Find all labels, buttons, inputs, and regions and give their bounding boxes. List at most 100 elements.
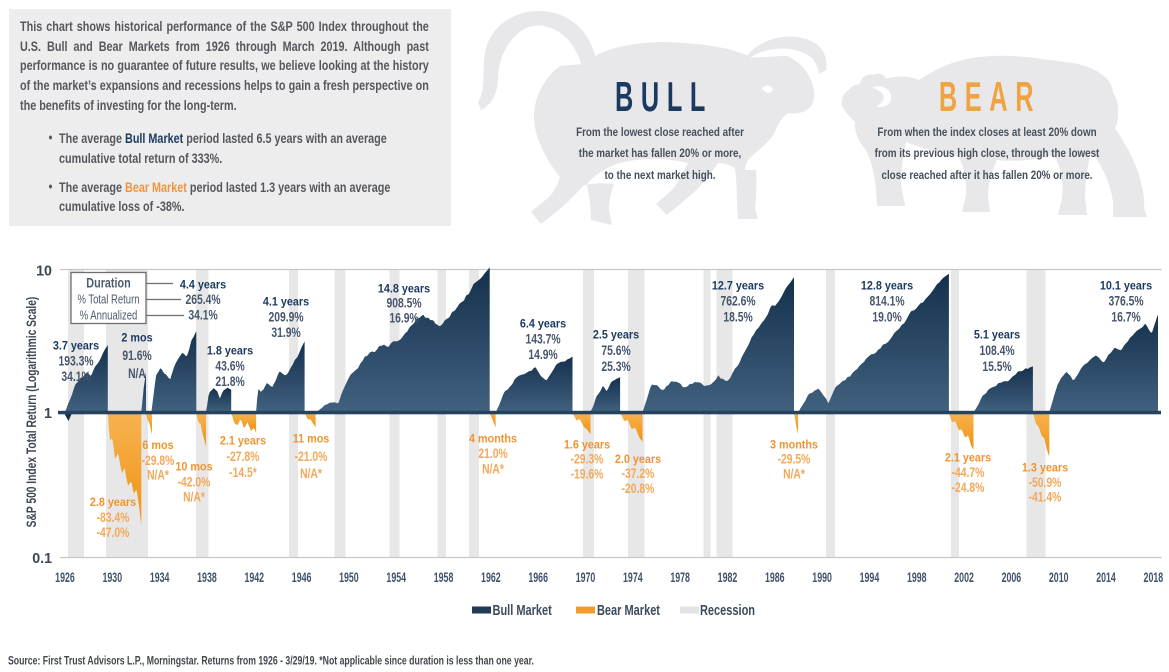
svg-text:4.1 years: 4.1 years xyxy=(263,296,309,309)
svg-text:2.5 years: 2.5 years xyxy=(593,329,639,342)
svg-text:3.7 years: 3.7 years xyxy=(53,340,99,353)
svg-text:6.4 years: 6.4 years xyxy=(520,318,566,331)
svg-text:1978: 1978 xyxy=(670,570,690,586)
svg-text:15.5%: 15.5% xyxy=(982,358,1011,374)
svg-text:1962: 1962 xyxy=(481,570,501,586)
svg-text:2.8 years: 2.8 years xyxy=(90,496,136,509)
svg-text:-29.5%: -29.5% xyxy=(778,451,811,467)
svg-text:108.4%: 108.4% xyxy=(979,342,1014,358)
svg-text:14.8 years: 14.8 years xyxy=(378,283,430,296)
svg-text:10.1 years: 10.1 years xyxy=(1100,280,1152,293)
svg-text:1930: 1930 xyxy=(103,570,123,586)
svg-text:3 months: 3 months xyxy=(770,439,818,452)
svg-text:2010: 2010 xyxy=(1049,570,1069,586)
svg-text:-37.2%: -37.2% xyxy=(622,465,655,481)
svg-text:31.9%: 31.9% xyxy=(271,324,300,340)
svg-text:1990: 1990 xyxy=(812,570,832,586)
svg-text:18.5%: 18.5% xyxy=(723,309,752,325)
svg-text:-42.0%: -42.0% xyxy=(178,474,211,490)
svg-text:21.0%: 21.0% xyxy=(478,445,507,461)
svg-text:4.4 years: 4.4 years xyxy=(180,279,226,292)
svg-text:4 months: 4 months xyxy=(469,433,517,446)
svg-text:193.3%: 193.3% xyxy=(58,353,93,369)
svg-text:2.1 years: 2.1 years xyxy=(945,452,991,465)
svg-text:2014: 2014 xyxy=(1096,570,1116,586)
svg-text:75.6%: 75.6% xyxy=(601,342,630,358)
svg-text:0.1: 0.1 xyxy=(32,551,52,567)
svg-text:-29.8%: -29.8% xyxy=(142,452,175,468)
svg-text:N/A*: N/A* xyxy=(300,465,322,481)
svg-text:N/A*: N/A* xyxy=(783,466,805,482)
svg-text:1998: 1998 xyxy=(907,570,927,586)
svg-text:Bull Market: Bull Market xyxy=(492,602,552,619)
svg-text:2018: 2018 xyxy=(1144,570,1164,586)
svg-text:1954: 1954 xyxy=(386,570,406,586)
svg-text:34.1%: 34.1% xyxy=(188,307,217,323)
svg-text:Bear Market: Bear Market xyxy=(597,602,661,619)
svg-text:1986: 1986 xyxy=(765,570,785,586)
svg-text:10: 10 xyxy=(36,263,52,279)
svg-text:1.6 years: 1.6 years xyxy=(564,439,610,452)
svg-text:2002: 2002 xyxy=(954,570,974,586)
svg-text:14.9%: 14.9% xyxy=(528,346,557,362)
svg-text:209.9%: 209.9% xyxy=(268,309,303,325)
svg-text:1994: 1994 xyxy=(860,570,880,586)
svg-text:1.3 years: 1.3 years xyxy=(1022,462,1068,475)
svg-text:2 mos: 2 mos xyxy=(121,332,152,345)
svg-text:143.7%: 143.7% xyxy=(525,331,560,347)
svg-text:-41.4%: -41.4% xyxy=(1029,489,1062,505)
svg-text:908.5%: 908.5% xyxy=(386,295,421,311)
svg-text:1970: 1970 xyxy=(576,570,596,586)
svg-text:1974: 1974 xyxy=(623,570,643,586)
svg-text:-20.8%: -20.8% xyxy=(622,480,655,496)
svg-text:-19.6%: -19.6% xyxy=(571,466,604,482)
svg-text:1942: 1942 xyxy=(244,570,264,586)
svg-text:-14.5*: -14.5* xyxy=(229,464,257,480)
svg-text:N/A*: N/A* xyxy=(183,489,205,505)
svg-text:-50.9%: -50.9% xyxy=(1029,474,1062,490)
svg-text:814.1%: 814.1% xyxy=(869,293,904,309)
svg-text:2.0 years: 2.0 years xyxy=(615,453,661,466)
svg-text:762.6%: 762.6% xyxy=(720,293,755,309)
svg-text:1934: 1934 xyxy=(150,570,170,586)
svg-text:-24.8%: -24.8% xyxy=(952,479,985,495)
svg-text:N/A*: N/A* xyxy=(482,461,504,477)
svg-text:21.8%: 21.8% xyxy=(215,373,244,389)
svg-text:11 mos: 11 mos xyxy=(293,433,330,446)
svg-text:% Total Return: % Total Return xyxy=(77,293,139,307)
svg-text:265.4%: 265.4% xyxy=(185,291,220,307)
svg-text:6 mos: 6 mos xyxy=(142,439,173,452)
svg-text:% Annualized: % Annualized xyxy=(80,309,138,323)
svg-text:2.1 years: 2.1 years xyxy=(220,435,266,448)
svg-text:12.7 years: 12.7 years xyxy=(712,280,764,293)
svg-text:-29.3%: -29.3% xyxy=(571,451,604,467)
svg-text:-83.4%: -83.4% xyxy=(97,509,130,525)
svg-text:-44.7%: -44.7% xyxy=(952,464,985,480)
svg-text:10 mos: 10 mos xyxy=(175,461,212,474)
svg-text:1950: 1950 xyxy=(339,570,359,586)
svg-text:19.0%: 19.0% xyxy=(872,309,901,325)
svg-text:1: 1 xyxy=(44,405,52,421)
svg-text:16.7%: 16.7% xyxy=(1111,309,1140,325)
svg-text:34.1%: 34.1% xyxy=(61,368,90,384)
svg-text:N/A: N/A xyxy=(128,365,146,381)
svg-text:1958: 1958 xyxy=(434,570,454,586)
svg-text:Duration: Duration xyxy=(86,275,130,290)
svg-text:1926: 1926 xyxy=(55,570,75,586)
svg-text:5.1 years: 5.1 years xyxy=(974,329,1020,342)
svg-text:376.5%: 376.5% xyxy=(1108,293,1143,309)
svg-text:-47.0%: -47.0% xyxy=(97,524,130,540)
svg-text:N/A*: N/A* xyxy=(147,467,169,483)
svg-text:1946: 1946 xyxy=(292,570,312,586)
svg-text:16.9%: 16.9% xyxy=(389,310,418,326)
svg-text:-27.8%: -27.8% xyxy=(227,448,260,464)
svg-text:-21.0%: -21.0% xyxy=(295,448,328,464)
svg-text:91.6%: 91.6% xyxy=(122,347,151,363)
svg-text:Source: First Trust Advisors L: Source: First Trust Advisors L.P., Morni… xyxy=(8,655,534,668)
svg-text:12.8 years: 12.8 years xyxy=(861,280,913,293)
svg-text:S&P 500 Index Total Return (Lo: S&P 500 Index Total Return (Logarithmic … xyxy=(24,297,40,528)
svg-text:1938: 1938 xyxy=(197,570,217,586)
svg-text:1.8 years: 1.8 years xyxy=(207,345,253,358)
svg-text:1966: 1966 xyxy=(528,570,548,586)
svg-text:1982: 1982 xyxy=(718,570,738,586)
